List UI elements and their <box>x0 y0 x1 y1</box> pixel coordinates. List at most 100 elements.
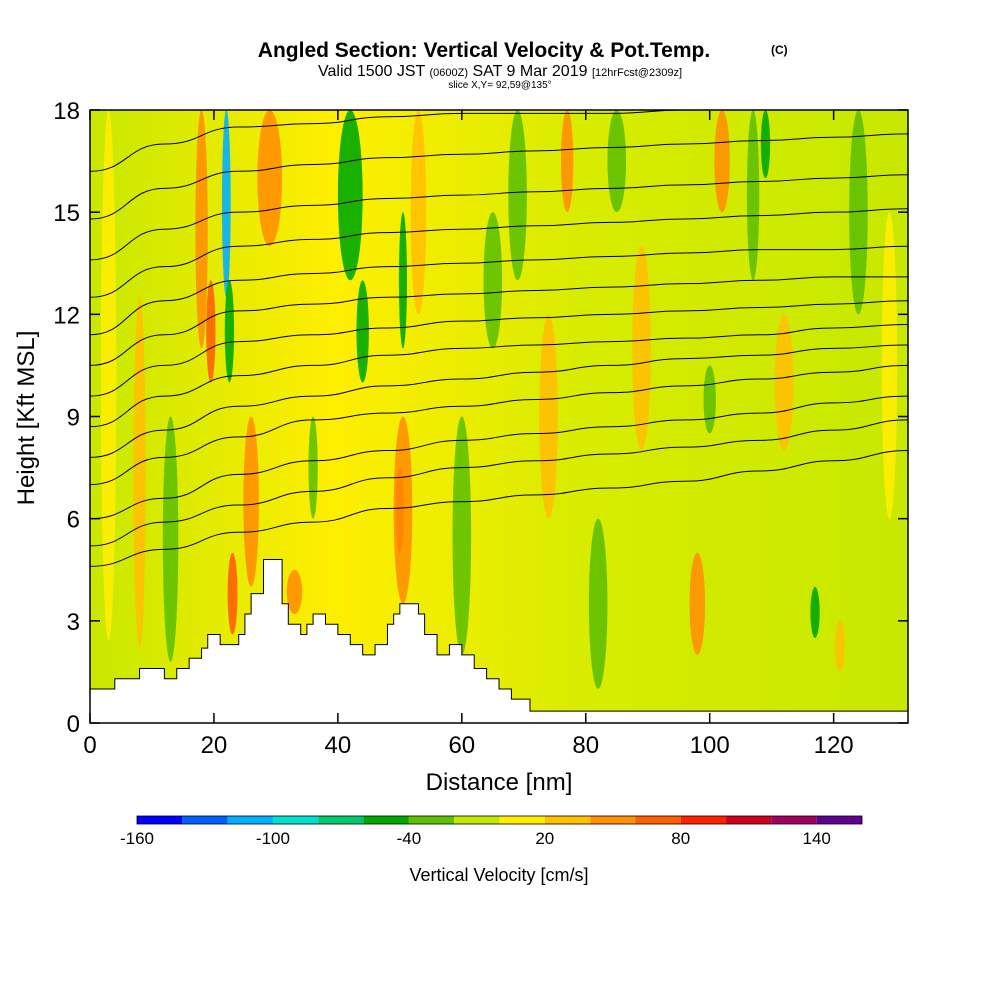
x-axis: 0 20 40 60 80 100 120 <box>83 110 854 759</box>
colorbar-tick-4: 80 <box>671 829 690 848</box>
vv-cell-33 <box>835 620 845 672</box>
vv-cell-20 <box>508 110 527 281</box>
chart-title: Angled Section: Vertical Velocity & Pot.… <box>258 39 710 62</box>
colorbar-swatch-7 <box>454 816 500 824</box>
vv-cell-7 <box>227 552 238 635</box>
colorbar-swatch-3 <box>272 816 319 824</box>
x-tick-label-80: 80 <box>572 732 599 759</box>
subtitle-valid: Valid 1500 JST <box>318 63 426 80</box>
isentrope-8 <box>90 245 908 336</box>
colorbar-tick-labels: -160 -100 -40 20 80 140 <box>120 829 831 848</box>
colorbar-frame <box>136 815 863 825</box>
isentrope-10 <box>90 174 908 261</box>
vv-cell-28 <box>714 110 730 213</box>
vv-cell-11 <box>308 416 318 519</box>
colorbar-swatch-14 <box>771 816 817 824</box>
vv-cell-27 <box>703 365 716 434</box>
colorbar-tick-5: 140 <box>803 829 831 848</box>
isentrope-6 <box>90 300 908 397</box>
vv-cell-25 <box>632 246 651 451</box>
vertical-velocity-field <box>100 110 898 689</box>
isentrope-11 <box>90 133 908 220</box>
vv-cell-9 <box>257 110 283 247</box>
vv-cell-17 <box>410 110 427 315</box>
slice-label: slice X,Y= 92,59@135° <box>448 80 551 91</box>
isentrope-0 <box>90 450 908 567</box>
y-tick-label-12: 12 <box>53 302 80 329</box>
vv-cell-31 <box>774 314 794 451</box>
vv-cell-5 <box>221 110 231 298</box>
y-tick-label-3: 3 <box>67 609 80 636</box>
colorbar-swatch-8 <box>499 816 545 824</box>
y-tick-label-18: 18 <box>53 98 80 125</box>
vv-cell-1 <box>133 297 146 649</box>
vv-cell-32 <box>810 586 820 638</box>
y-tick-label-15: 15 <box>53 200 80 227</box>
subtitle-zulu: (0600Z) <box>429 67 468 79</box>
colorbar-tick-2: -40 <box>397 829 422 848</box>
vv-cell-18 <box>452 416 472 655</box>
colorbar-swatch-6 <box>408 816 455 824</box>
vv-cell-15 <box>393 416 413 604</box>
potential-temperature-contours <box>90 110 908 567</box>
subtitle-forecast: [12hrFcst@2309z] <box>592 67 682 79</box>
y-tick-label-0: 0 <box>67 711 80 738</box>
title-mark: (C) <box>771 43 788 57</box>
x-axis-label: Distance [nm] <box>426 769 573 796</box>
isentrope-9 <box>90 208 908 298</box>
isentrope-2 <box>90 395 908 520</box>
colorbar-swatch-15 <box>816 816 862 824</box>
vv-cell-30 <box>760 110 771 179</box>
colorbar-tick-1: -100 <box>256 829 290 848</box>
isentrope-4 <box>90 344 908 458</box>
vv-cell-29 <box>746 110 760 281</box>
vv-cell-2 <box>162 416 179 662</box>
vv-cell-21 <box>539 314 558 519</box>
colorbar-swatch-5 <box>363 816 409 824</box>
x-tick-label-40: 40 <box>325 732 352 759</box>
colorbar-tick-3: 20 <box>535 829 554 848</box>
chart-subtitle: Valid 1500 JST (0600Z) SAT 9 Mar 2019 [1… <box>318 63 682 80</box>
colorbar-swatch-4 <box>318 816 364 824</box>
vv-cell-23 <box>588 518 608 689</box>
isentrope-12 <box>90 110 908 172</box>
x-tick-label-60: 60 <box>448 732 475 759</box>
vv-cell-22 <box>560 110 574 213</box>
colorbar-swatch-10 <box>590 816 636 824</box>
subtitle-date: SAT 9 Mar 2019 <box>472 63 587 80</box>
vv-cell-12 <box>337 110 363 281</box>
colorbar-swatch-9 <box>544 816 591 824</box>
plot-area <box>90 110 908 723</box>
isentrope-1 <box>90 419 908 547</box>
colorbar-label: Vertical Velocity [cm/s] <box>409 865 588 885</box>
vv-cell-4 <box>206 280 216 383</box>
vv-cell-10 <box>286 569 303 615</box>
colorbar-swatch-13 <box>726 816 772 824</box>
vv-cell-35 <box>881 212 898 519</box>
vv-cell-34 <box>849 110 868 315</box>
colorbar-swatch-1 <box>182 816 228 824</box>
vv-cell-24 <box>607 110 627 213</box>
vv-cell-0 <box>100 110 117 642</box>
y-axis: 0 3 6 9 12 15 18 <box>53 98 908 738</box>
isentrope-7 <box>90 276 908 366</box>
y-tick-label-6: 6 <box>67 507 80 534</box>
vv-cell-19 <box>483 212 503 349</box>
vv-cell-3 <box>195 110 208 349</box>
x-tick-label-120: 120 <box>814 732 854 759</box>
vv-cell-8 <box>243 416 259 587</box>
colorbar-swatch-12 <box>680 816 727 824</box>
y-tick-label-9: 9 <box>67 405 80 432</box>
isentrope-3 <box>90 364 908 486</box>
colorbar-swatch-2 <box>227 816 273 824</box>
vv-cell-13 <box>356 280 369 383</box>
vv-cell-26 <box>689 552 706 655</box>
vv-cell-6 <box>224 280 235 383</box>
colorbar-tick-0: -160 <box>120 829 154 848</box>
x-tick-label-20: 20 <box>201 732 228 759</box>
colorbar-swatch-0 <box>137 816 183 824</box>
terrain <box>90 559 908 723</box>
x-tick-label-0: 0 <box>83 732 96 759</box>
y-axis-label: Height [Kft MSL] <box>13 331 40 506</box>
